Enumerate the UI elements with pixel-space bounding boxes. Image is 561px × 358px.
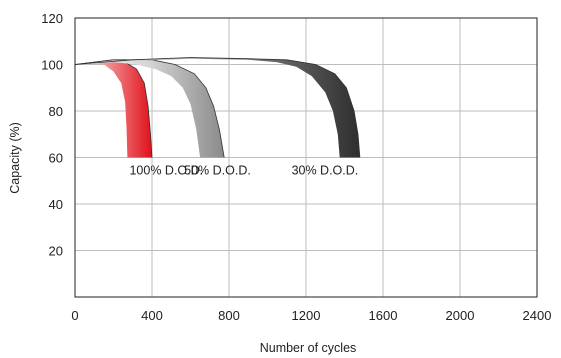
y-tick-labels: 20 40 60 80 100 120	[41, 11, 63, 259]
x-tick-label: 2000	[446, 308, 475, 323]
y-tick-label: 100	[41, 58, 63, 73]
x-tick-label: 0	[71, 308, 78, 323]
y-tick-label: 40	[49, 197, 63, 212]
series-label: 30% D.O.D.	[292, 164, 359, 178]
plot-frame	[74, 17, 538, 298]
x-axis-label: Number of cycles	[260, 341, 357, 355]
x-tick-label: 800	[218, 308, 240, 323]
y-tick-label: 60	[49, 151, 63, 166]
x-tick-label: 2400	[523, 308, 552, 323]
y-tick-label: 80	[49, 104, 63, 119]
y-tick-label: 20	[49, 244, 63, 259]
series-band	[75, 59, 152, 158]
x-tick-label: 1600	[369, 308, 398, 323]
y-axis-label: Capacity (%)	[8, 122, 22, 194]
series-bands	[74, 57, 361, 158]
series-upper-line	[74, 57, 361, 158]
series-label: 100% D.O.D.	[129, 164, 203, 178]
series-band	[75, 59, 225, 158]
y-tick-label: 120	[41, 11, 63, 26]
series-upper-line	[74, 59, 225, 158]
x-tick-label: 400	[141, 308, 163, 323]
x-tick-label: 1200	[292, 308, 321, 323]
series-labels: 100% D.O.D.50% D.O.D. 30% D.O.D.	[129, 164, 358, 178]
series-label: 50% D.O.D.	[184, 164, 251, 178]
x-tick-labels: 0 400 800 1200 1600 2000 2400	[71, 308, 551, 323]
